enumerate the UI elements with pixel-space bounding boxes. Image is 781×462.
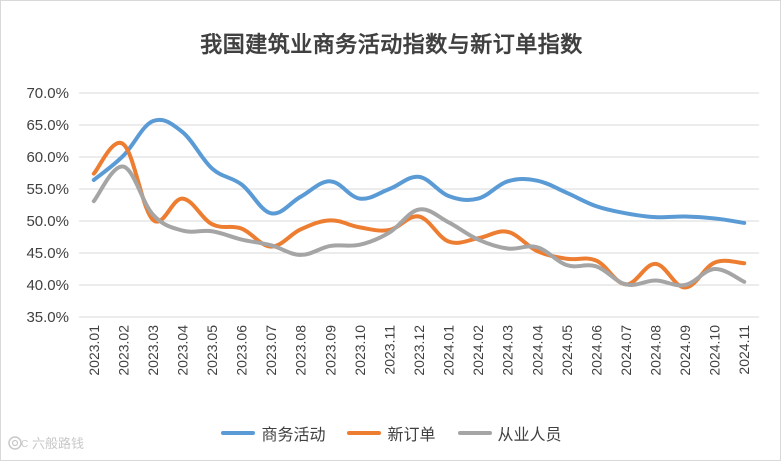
x-tick-label: 2024.11 — [736, 325, 752, 375]
legend-label-business: 商务活动 — [261, 425, 326, 444]
legend-swatch-business — [221, 431, 256, 435]
x-tick-label: 2024.04 — [529, 325, 545, 376]
legend-label-new-orders: 新订单 — [387, 425, 436, 444]
x-tick-label: 2023.06 — [234, 325, 250, 376]
x-tick-label: 2023.01 — [86, 325, 102, 376]
x-tick-label: 2023.02 — [115, 325, 131, 376]
legend: 商务活动 新订单 从业人员 — [1, 421, 781, 445]
legend-item-new-orders: 新订单 — [347, 421, 436, 445]
x-tick-label: 2023.03 — [145, 325, 161, 376]
series-line-employment — [91, 164, 747, 288]
y-tick-label: 70.0% — [26, 85, 69, 102]
x-tick-label: 2024.06 — [588, 325, 604, 376]
x-tick-label: 2024.05 — [559, 325, 575, 376]
chart-title: 我国建筑业商务活动指数与新订单指数 — [200, 33, 583, 58]
legend-label-employment: 从业人员 — [497, 425, 562, 444]
legend-item-business: 商务活动 — [221, 421, 325, 445]
y-tick-label: 65.0% — [26, 117, 69, 134]
series-line-business — [91, 117, 747, 225]
legend-swatch-new-orders — [347, 431, 382, 435]
y-tick-label: 35.0% — [26, 309, 69, 326]
x-axis-ticks: 2023.01 2023.02 2023.03 2023.04 2023.05 2023.… — [86, 325, 752, 376]
x-tick-label: 2024.01 — [441, 325, 457, 376]
legend-swatch-employment — [457, 431, 492, 435]
x-tick-label: 2024.08 — [648, 325, 664, 376]
x-tick-label: 2023.12 — [411, 325, 427, 376]
legend-item-employment: 从业人员 — [457, 421, 562, 445]
x-tick-label: 2024.07 — [618, 325, 634, 376]
y-tick-label: 45.0% — [26, 245, 69, 262]
x-tick-label: 2024.02 — [470, 325, 486, 376]
watermark: CD 六般路钱 — [7, 433, 84, 452]
x-tick-label: 2024.03 — [500, 325, 516, 376]
x-tick-label: 2023.04 — [174, 325, 190, 376]
watermark-text: 六般路钱 — [32, 437, 85, 452]
x-tick-label: 2023.10 — [352, 325, 368, 376]
x-tick-label: 2024.09 — [677, 325, 693, 376]
gridlines — [79, 92, 759, 318]
y-tick-label: 50.0% — [26, 213, 69, 230]
y-tick-label: 60.0% — [26, 149, 69, 166]
camera-logo-icon: CD — [7, 435, 35, 451]
x-tick-label: 2023.07 — [263, 325, 279, 376]
x-tick-label: 2023.09 — [322, 325, 338, 376]
x-tick-label: 2023.05 — [204, 325, 220, 376]
y-axis-ticks: 70.0% 65.0% 60.0% 55.0% 50.0% 45.0% 40.0% 35.0% — [26, 85, 69, 326]
y-tick-label: 40.0% — [26, 277, 69, 294]
series-line-new-orders — [91, 140, 747, 290]
x-tick-label: 2023.11 — [381, 325, 397, 375]
x-tick-label: 2024.10 — [707, 325, 723, 376]
y-tick-label: 55.0% — [26, 181, 69, 198]
svg-text:CD: CD — [21, 439, 29, 450]
series-lines — [91, 117, 747, 290]
x-tick-label: 2023.08 — [293, 325, 309, 376]
